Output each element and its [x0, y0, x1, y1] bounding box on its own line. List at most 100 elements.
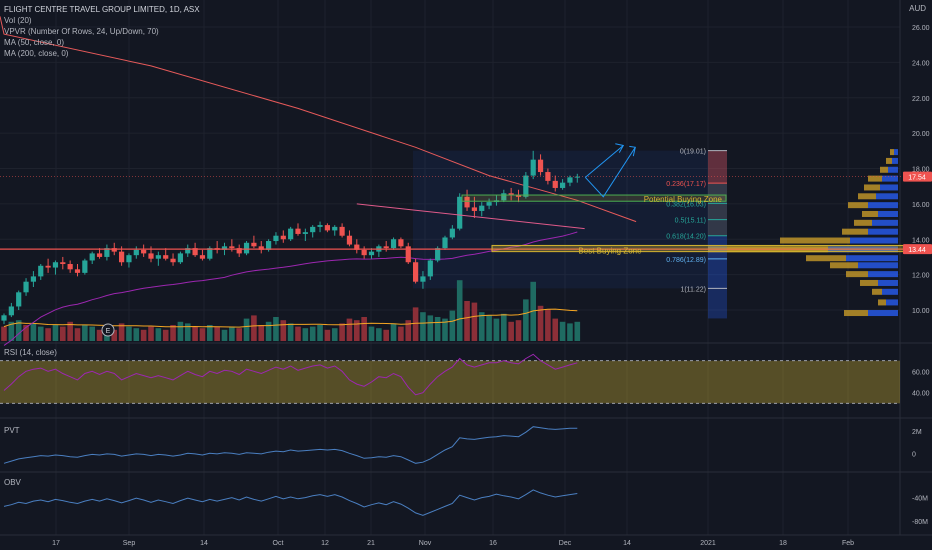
volume-bar — [207, 325, 213, 341]
volume-bar — [486, 315, 492, 341]
volume-bar — [133, 328, 140, 341]
vp-row-up — [892, 157, 898, 164]
volume-bar — [229, 326, 235, 341]
obv-tick: -80M — [912, 519, 928, 526]
vp-row-down — [844, 310, 868, 317]
volume-bar — [1, 326, 7, 341]
study-vol[interactable]: Vol (20) — [4, 16, 32, 25]
vp-row-down — [846, 271, 868, 278]
time-tick: Oct — [273, 540, 284, 547]
pvt-pane: 2M 0 — [3, 426, 922, 464]
buying-zones: Potential Buying Zone Best Buying Zone — [0, 176, 932, 255]
study-vpvr[interactable]: VPVR (Number Of Rows, 24, Up/Down, 70) — [4, 27, 159, 36]
obv-line — [3, 489, 578, 516]
candle-body — [560, 182, 566, 188]
volume-profile-main — [708, 149, 898, 317]
candle-body — [111, 248, 117, 252]
fib-level-label: 0.618(14.20) — [666, 234, 706, 241]
volume-bar — [339, 323, 345, 341]
candle-body — [207, 248, 213, 259]
price-tick: 22.00 — [912, 96, 930, 103]
candle-body — [119, 251, 125, 263]
currency-label: AUD — [909, 4, 926, 13]
vp-row-up — [882, 288, 898, 295]
volume-bar — [420, 312, 426, 341]
volume-bar — [273, 317, 279, 341]
time-tick: Dec — [559, 540, 572, 547]
volume-bar — [449, 310, 456, 341]
candle-body — [354, 244, 360, 250]
volume-bar — [8, 321, 15, 341]
price-tick: 24.00 — [912, 60, 930, 67]
symbol-title: FLIGHT CENTRE TRAVEL GROUP LIMITED, 1D, … — [4, 5, 200, 14]
volume-bar — [383, 329, 389, 341]
fib-level-label: 0.382(16.03) — [666, 201, 706, 208]
volume-bar — [493, 318, 500, 341]
volume-bar — [258, 325, 265, 341]
study-ma200[interactable]: MA (200, close, 0) — [4, 49, 69, 58]
volume-bar — [221, 329, 228, 341]
volume-bar — [346, 318, 353, 341]
candle-body — [199, 255, 206, 259]
volume-bar — [471, 302, 478, 341]
vp-row-down — [872, 288, 882, 295]
vp-row-down — [806, 255, 846, 262]
volume-bar — [280, 320, 287, 341]
volume-bars: E — [1, 280, 581, 341]
volume-bar — [523, 299, 529, 341]
time-tick: 18 — [779, 540, 787, 547]
volume-bar — [302, 328, 309, 341]
price-tick: 26.00 — [912, 25, 930, 32]
study-ma50[interactable]: MA (50, close, 0) — [4, 38, 65, 47]
vp-row-up — [880, 184, 898, 191]
time-tick: Nov — [419, 540, 432, 547]
candle-body — [567, 177, 573, 183]
fib-box — [413, 150, 727, 289]
volume-ma-line — [3, 308, 578, 328]
candles — [1, 150, 580, 325]
volume-bar — [309, 326, 316, 341]
vp-row-up — [846, 255, 898, 262]
volume-bar — [456, 280, 463, 341]
time-tick: 2021 — [700, 540, 716, 547]
volume-bar — [442, 318, 448, 341]
vp-row-up — [886, 299, 898, 306]
candle-body — [427, 260, 433, 277]
candle-body — [273, 235, 279, 242]
candle-body — [471, 207, 477, 211]
volume-bar — [552, 318, 559, 341]
volume-bar — [170, 325, 176, 341]
volume-bar — [567, 323, 573, 341]
time-tick: 14 — [623, 540, 631, 547]
vp-row-down — [890, 149, 894, 156]
time-tick: Feb — [842, 540, 854, 547]
volume-bar — [30, 323, 37, 341]
vp-row-down — [858, 193, 876, 200]
trend-arrows — [584, 143, 636, 198]
volume-bar — [412, 307, 419, 341]
pvt-tick: 2M — [912, 429, 922, 436]
candle-body — [501, 193, 507, 201]
candle-body — [192, 248, 198, 256]
candle-body — [361, 249, 367, 256]
vp-row-down — [854, 219, 872, 226]
candle-body — [74, 269, 81, 273]
volume-bar — [478, 312, 485, 341]
time-tick: 14 — [200, 540, 208, 547]
volume-bar — [508, 321, 514, 341]
rsi-band — [0, 360, 900, 404]
candle-body — [523, 175, 529, 197]
volume-bar — [74, 328, 81, 341]
volume-bar — [574, 321, 581, 341]
candle-body — [163, 255, 169, 259]
candle-body — [435, 248, 441, 261]
candle-body — [317, 225, 323, 227]
candle-body — [346, 235, 353, 245]
candle-body — [243, 242, 250, 254]
volume-bar — [331, 328, 338, 341]
rsi-line — [3, 353, 578, 396]
volume-bar — [177, 321, 184, 341]
volume-bar — [214, 326, 220, 341]
fib-level-label: 0(19.01) — [680, 149, 706, 156]
candle-body — [280, 235, 286, 240]
